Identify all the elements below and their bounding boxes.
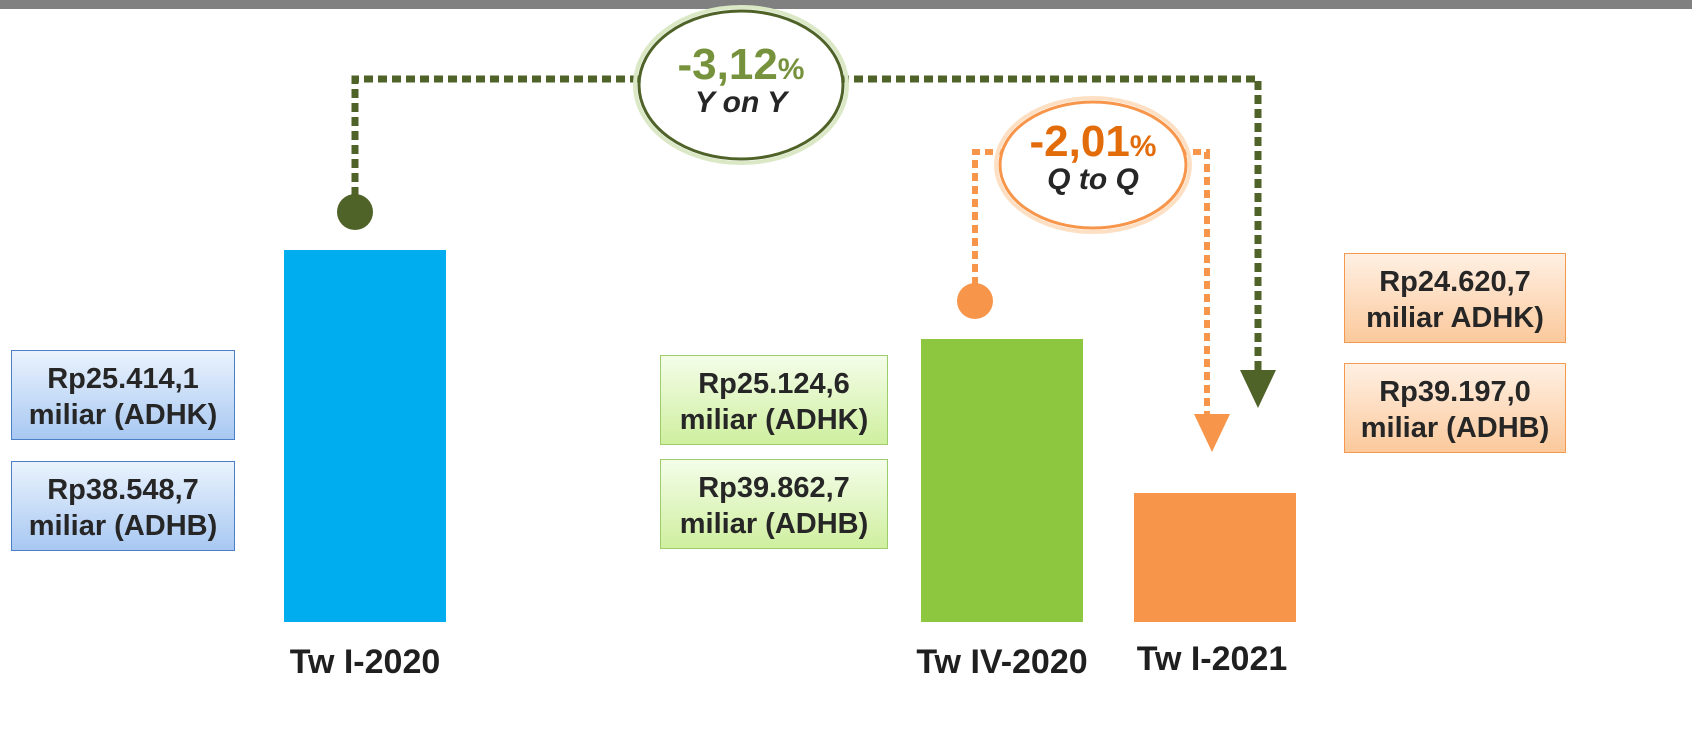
qtq-label: -2,01% Q to Q xyxy=(1010,117,1176,197)
tw1-2021-adhk-line2: miliar ADHK) xyxy=(1366,302,1544,334)
category-label-tw1-2021: Tw I-2021 xyxy=(1136,640,1288,678)
qtq-percent-sign: % xyxy=(1129,130,1157,163)
tw4-2020-adhk-line1: Rp25.124,6 xyxy=(698,368,850,400)
tw4-2020-adhk-line2: miliar (ADHK) xyxy=(679,404,869,436)
tw4-2020-adhk-box: Rp25.124,6 miliar (ADHK) xyxy=(660,355,888,445)
yoy-percent-sign: % xyxy=(777,53,805,86)
qtq-value: -2,01 xyxy=(1029,117,1130,166)
bar-tw1-2020 xyxy=(284,250,446,622)
yoy-arrowhead xyxy=(1240,370,1276,408)
tw1-2021-adhk-box: Rp24.620,7 miliar ADHK) xyxy=(1344,253,1566,343)
tw1-2021-adhk-line1: Rp24.620,7 xyxy=(1379,266,1531,298)
yoy-caption: Y on Y xyxy=(694,86,788,119)
bar-tw1-2021 xyxy=(1134,493,1296,622)
top-bar xyxy=(0,0,1692,9)
tw4-2020-adhb-line1: Rp39.862,7 xyxy=(698,472,850,504)
tw4-2020-adhb-line2: miliar (ADHB) xyxy=(679,508,869,540)
yoy-label: -3,12% Y on Y xyxy=(650,40,832,120)
tw1-2020-adhk-line1: Rp25.414,1 xyxy=(47,363,199,395)
yoy-ellipse-glow xyxy=(633,5,849,165)
qtq-ellipse xyxy=(998,100,1188,230)
yoy-start-dot xyxy=(337,194,373,230)
tw4-2020-adhb-box: Rp39.862,7 miliar (ADHB) xyxy=(660,459,888,549)
yoy-value: -3,12 xyxy=(677,40,778,89)
tw1-2020-adhk-box: Rp25.414,1 miliar (ADHK) xyxy=(11,350,235,440)
tw1-2021-adhb-line2: miliar (ADHB) xyxy=(1360,412,1550,444)
qtq-ellipse-glow xyxy=(994,96,1192,234)
qtq-start-dot xyxy=(957,283,993,319)
tw1-2020-adhk-line2: miliar (ADHK) xyxy=(28,399,218,431)
tw1-2021-adhb-line1: Rp39.197,0 xyxy=(1379,376,1531,408)
tw1-2020-adhb-box: Rp38.548,7 miliar (ADHB) xyxy=(11,461,235,551)
qtq-caption: Q to Q xyxy=(1047,163,1139,196)
yoy-ellipse xyxy=(637,9,845,161)
bar-tw4-2020 xyxy=(921,339,1083,622)
category-label-tw1-2020: Tw I-2020 xyxy=(289,643,441,681)
tw1-2020-adhb-line1: Rp38.548,7 xyxy=(47,474,199,506)
tw1-2021-adhb-box: Rp39.197,0 miliar (ADHB) xyxy=(1344,363,1566,453)
qtq-arrowhead xyxy=(1194,414,1230,452)
category-label-tw4-2020: Tw IV-2020 xyxy=(916,643,1088,681)
tw1-2020-adhb-line2: miliar (ADHB) xyxy=(28,510,218,542)
